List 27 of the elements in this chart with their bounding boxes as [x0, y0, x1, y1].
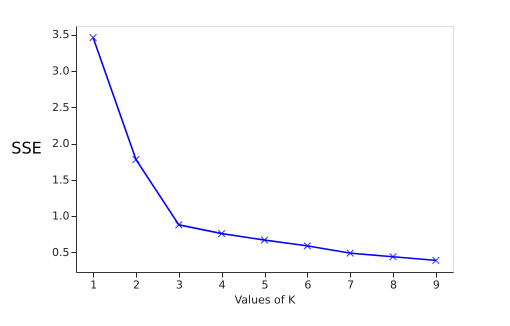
- x-tick-label: 5: [262, 278, 268, 292]
- x-tick-label: 1: [90, 278, 98, 292]
- point: [346, 249, 354, 258]
- point: [260, 236, 268, 244]
- x-tick-label: 2: [132, 278, 140, 292]
- y-tick-label: 2.5: [52, 100, 70, 114]
- x-tick-label: 3: [176, 278, 183, 292]
- point: [389, 252, 397, 261]
- point: [303, 242, 312, 250]
- y-tick-label: 1.0: [52, 210, 70, 223]
- x-tick-label: 9: [432, 278, 440, 292]
- x-tick-label: 4: [218, 278, 226, 292]
- y-tick-label: 1.5: [52, 173, 70, 186]
- x-tick-label: 7: [347, 278, 354, 292]
- x-tick-label: 6: [304, 278, 312, 292]
- y-tick-label: 3.0: [52, 64, 70, 78]
- y-tick-label: 2.0: [52, 137, 70, 150]
- point: [132, 156, 140, 164]
- x-axis-title: Values of K: [234, 294, 296, 306]
- y-tick-label: 3.5: [52, 28, 70, 42]
- y-tick-label: 0.5: [52, 246, 70, 259]
- point: [432, 256, 440, 264]
- point: [174, 220, 183, 229]
- x-tick-label: 8: [390, 278, 398, 292]
- y-axis-title: SSE: [11, 138, 42, 158]
- point: [89, 34, 98, 42]
- point: [218, 230, 226, 238]
